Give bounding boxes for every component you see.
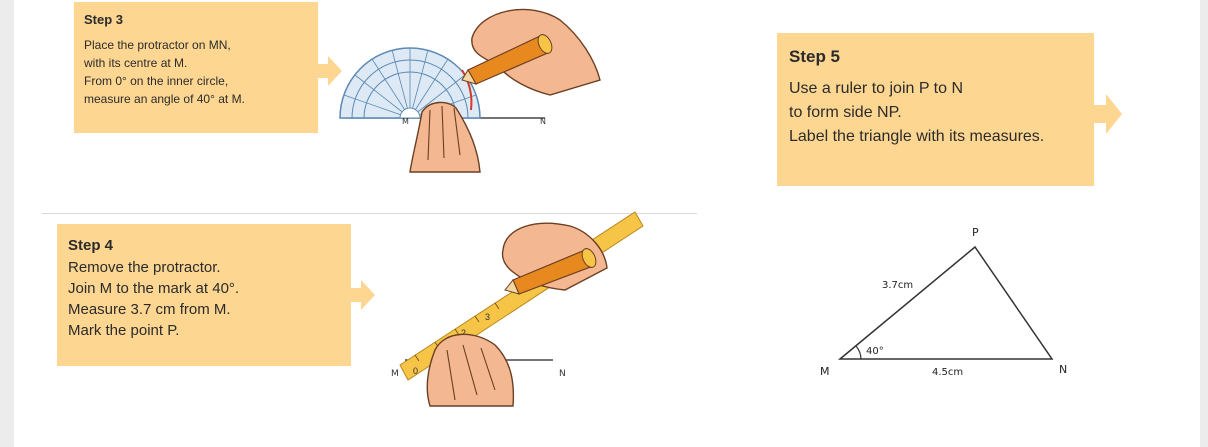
step4-line: Measure 3.7 cm from M. xyxy=(68,301,231,318)
hand-icon xyxy=(409,8,601,173)
point-n-label: N xyxy=(559,369,566,379)
side-mp-label: 3.7cm xyxy=(882,280,913,291)
point-m-label: M xyxy=(402,117,409,126)
pencil-icon xyxy=(504,248,597,295)
step3-line: Place the protractor on MN, xyxy=(84,38,231,52)
ruler-number: 3 xyxy=(485,312,490,322)
triangle-diagram: P M N 3.7cm 4.5cm 40° xyxy=(820,226,1067,378)
step5-line: Label the triangle with its measures. xyxy=(789,128,1045,145)
vertex-n-label: N xyxy=(1059,363,1067,376)
angle-m-label: 40° xyxy=(866,346,884,357)
pencil-icon xyxy=(461,34,553,85)
ruler-illustration: 0 1 2 3 M N xyxy=(391,211,644,407)
ruler-number: 2 xyxy=(461,328,466,338)
step3-title: Step 3 xyxy=(84,12,124,27)
right-margin-bar xyxy=(1200,0,1208,447)
step4-arrow-icon xyxy=(351,280,375,310)
point-n-label: N xyxy=(540,117,546,126)
step4-title: Step 4 xyxy=(68,237,114,254)
hand-icon xyxy=(426,222,608,407)
protractor-illustration: M N xyxy=(339,8,601,173)
step4-line: Join M to the mark at 40°. xyxy=(68,280,240,297)
triangle-shape xyxy=(837,245,1054,360)
side-mn-label: 4.5cm xyxy=(932,367,963,378)
angle-arc xyxy=(855,345,862,360)
left-margin-bar xyxy=(0,0,14,447)
step4-line: Mark the point P. xyxy=(68,322,180,339)
vertex-m-label: M xyxy=(820,365,830,378)
step4-box: Step 4 Remove the protractor. Join M to … xyxy=(57,224,351,366)
step3-arrow-icon xyxy=(318,56,342,86)
ruler-number: 0 xyxy=(413,366,418,376)
section-divider xyxy=(42,213,697,214)
step5-box: Step 5 Use a ruler to join P to N to for… xyxy=(777,33,1094,186)
step3-box: Step 3 Place the protractor on MN, with … xyxy=(74,2,318,133)
step4-line: Remove the protractor. xyxy=(68,259,221,276)
step3-line: measure an angle of 40° at M. xyxy=(84,92,245,106)
step5-title: Step 5 xyxy=(789,47,841,66)
step5-line: to form side NP. xyxy=(789,104,902,121)
step5-arrow-icon xyxy=(1094,94,1122,134)
step3-line: From 0° on the inner circle, xyxy=(84,74,229,88)
protractor-icon xyxy=(339,47,481,119)
point-m-label: M xyxy=(391,369,399,379)
step5-line: Use a ruler to join P to N xyxy=(789,80,964,97)
step3-line: with its centre at M. xyxy=(84,56,188,70)
vertex-p-label: P xyxy=(972,226,979,239)
